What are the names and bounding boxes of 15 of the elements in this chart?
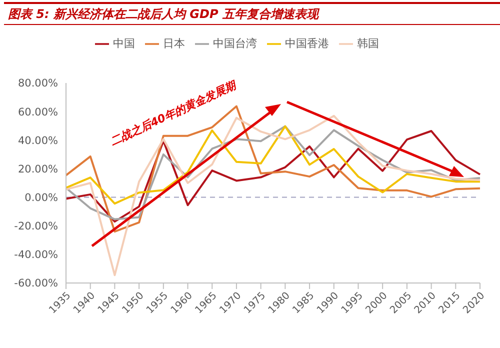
legend-label: 中国香港 <box>285 37 329 50</box>
legend-label: 中国台湾 <box>213 37 257 50</box>
y-tick-label: -20.00% <box>14 220 58 233</box>
y-tick-label: -60.00% <box>14 278 58 290</box>
y-tick-label: 20.00% <box>18 163 58 176</box>
legend-label: 韩国 <box>357 37 379 50</box>
chart-title: 图表 5: 新兴经济体在二战后人均 GDP 五年复合增速表现 <box>4 2 500 25</box>
y-tick-label: -40.00% <box>14 249 58 262</box>
y-tick-label: 80.00% <box>18 78 58 90</box>
y-tick-label: 60.00% <box>18 106 58 118</box>
y-tick-label: 40.00% <box>18 134 58 147</box>
legend-label: 日本 <box>163 37 185 50</box>
annotation: 二战之后40年的黄金发展期 <box>107 78 239 150</box>
y-tick-label: 0.00% <box>24 192 58 204</box>
legend-label: 中国 <box>113 37 135 50</box>
